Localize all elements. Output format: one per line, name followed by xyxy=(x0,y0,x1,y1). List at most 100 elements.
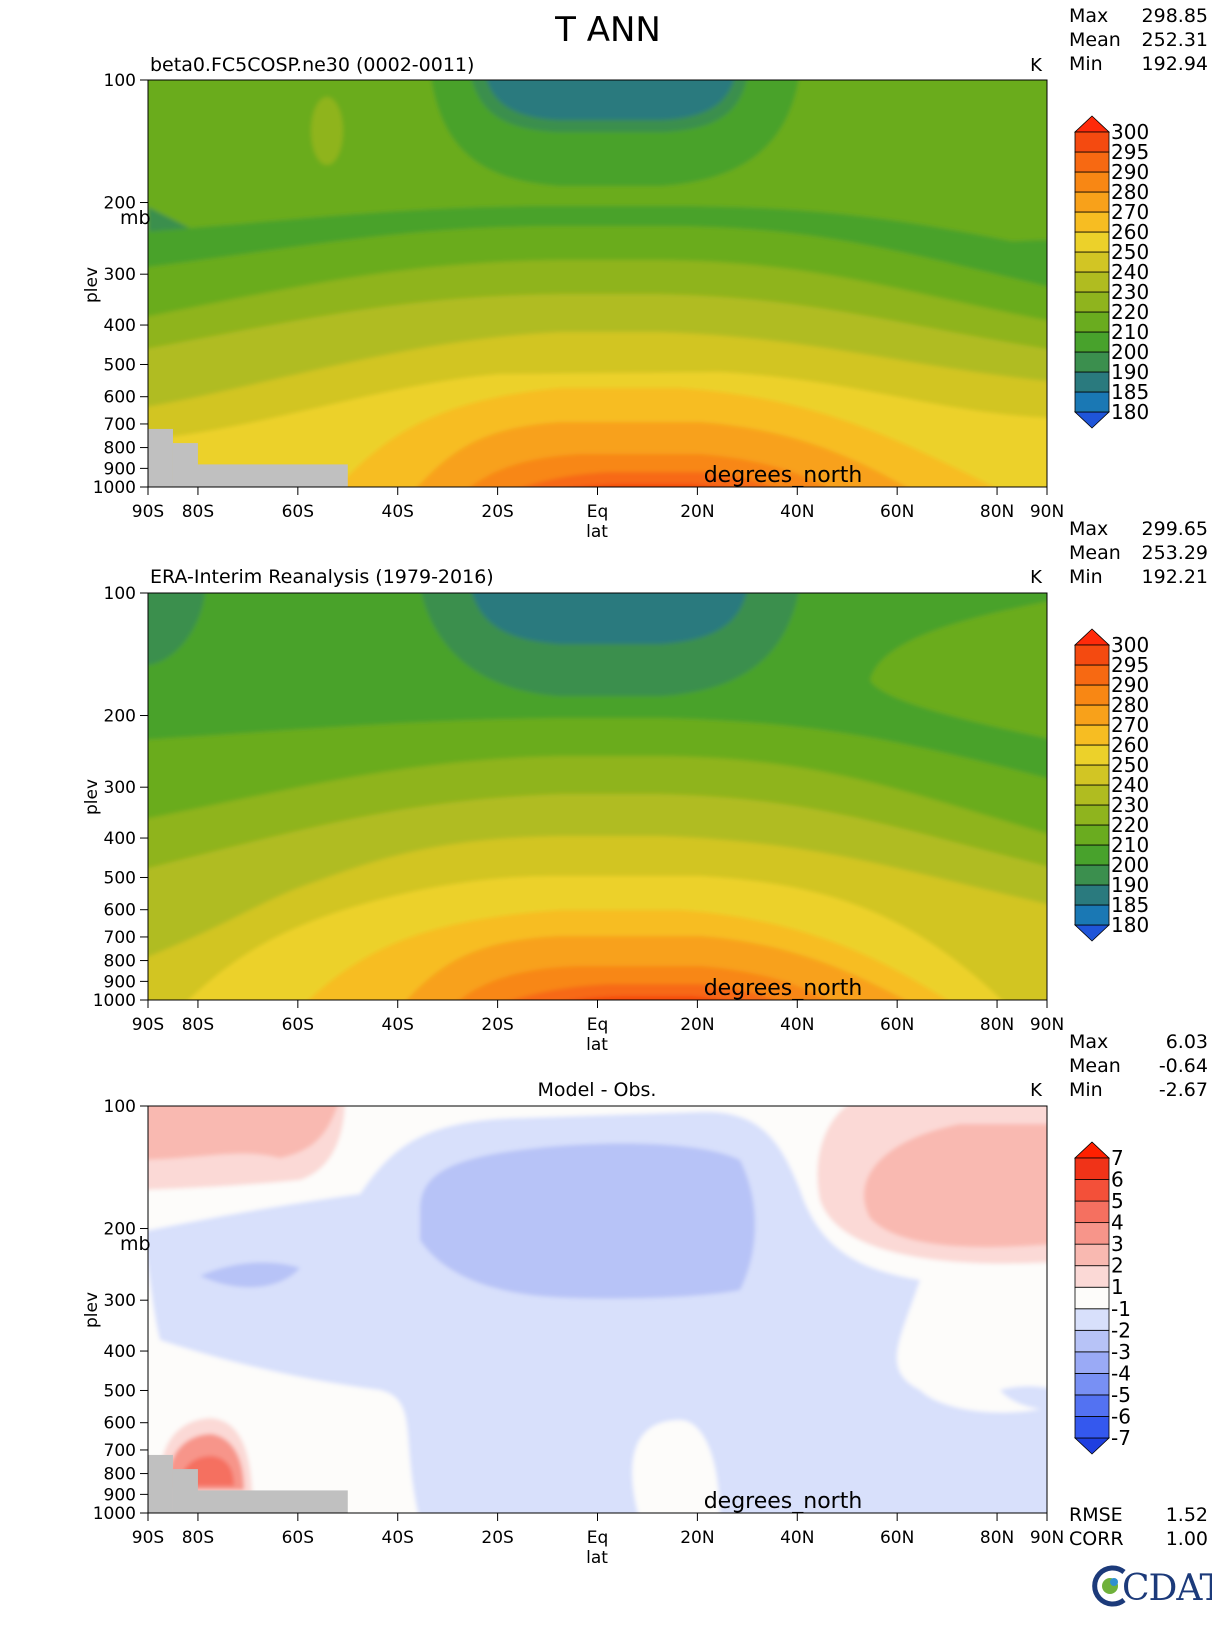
x-tick-label: Eq xyxy=(587,1528,609,1548)
model-contour-field xyxy=(148,80,1047,487)
y-tick-label: 800 xyxy=(104,952,136,972)
obs-x-axis: 90S 80S 60S 40S 20S Eq 20N 40N 60N 80N 90N xyxy=(132,1000,1064,1035)
x-tick-label: 90N xyxy=(1030,502,1064,522)
colorbar-level-label: -4 xyxy=(1111,1361,1131,1385)
x-tick-label: 40S xyxy=(382,1528,414,1548)
colorbar-swatch xyxy=(1074,1243,1110,1267)
colorbar-swatch xyxy=(1074,824,1110,846)
missing-data-region xyxy=(172,464,348,487)
rmse-value: 1.52 xyxy=(1166,1504,1208,1526)
model-band-300 xyxy=(578,484,720,487)
x-tick-label: 20S xyxy=(481,1528,513,1548)
x-tick-label: 40S xyxy=(382,1015,414,1035)
colorbar-level-label: -3 xyxy=(1111,1340,1131,1364)
x-tick-label: 90S xyxy=(132,1015,164,1035)
x-tick-label: 60N xyxy=(880,502,914,522)
x-tick-label: 80N xyxy=(980,1015,1014,1035)
colorbar-swatch xyxy=(1074,271,1110,293)
colorbar-level-label: 1 xyxy=(1111,1275,1124,1299)
colorbar-swatch xyxy=(1074,351,1110,373)
colorbar-level-label: 295 xyxy=(1111,653,1149,677)
y-tick-label: 300 xyxy=(104,778,136,798)
y-tick-label: 400 xyxy=(104,1342,136,1362)
y-tick-label: 800 xyxy=(104,439,136,459)
y-tick-label: 600 xyxy=(104,1414,136,1434)
colorbar-level-label: 260 xyxy=(1111,733,1149,757)
x-tick-label: 60N xyxy=(880,1528,914,1548)
panel-model: Max 298.85 Mean 252.31 Min 192.94 beta0.… xyxy=(82,5,1208,542)
y-tick-label: 600 xyxy=(104,901,136,921)
obs-min-label: Min xyxy=(1069,566,1103,588)
y-tick-label: 700 xyxy=(104,928,136,948)
model-max-value: 298.85 xyxy=(1142,5,1208,27)
colorbar-level-label: 7 xyxy=(1111,1146,1124,1170)
model-y-units: mb xyxy=(120,207,151,229)
colorbar-level-label: 190 xyxy=(1111,360,1149,384)
x-tick-label: 80S xyxy=(182,502,214,522)
diff-max-value: 6.03 xyxy=(1166,1031,1208,1053)
colorbar-level-label: 210 xyxy=(1111,833,1149,857)
colorbar-swatch xyxy=(1074,764,1110,786)
colorbar-level-label: 5 xyxy=(1111,1189,1124,1213)
colorbar-swatch xyxy=(1074,231,1110,253)
diff-x-label: lat xyxy=(586,1548,608,1568)
obs-band-190 xyxy=(472,593,747,644)
colorbar-swatch xyxy=(1074,1157,1110,1180)
x-tick-label: 80N xyxy=(980,1528,1014,1548)
panel-observations: Max 299.65 Mean 253.29 Min 192.21 ERA-In… xyxy=(82,518,1208,1055)
x-tick-label: 60N xyxy=(880,1015,914,1035)
x-tick-label: 20S xyxy=(481,502,513,522)
diff-x-axis-name: degrees_north xyxy=(704,1489,863,1514)
x-tick-label: 80S xyxy=(182,1015,214,1035)
colorbar-level-label: -2 xyxy=(1111,1318,1131,1342)
diff-min-label: Min xyxy=(1069,1079,1103,1101)
y-tick-label: 500 xyxy=(104,1381,136,1401)
y-tick-label: 900 xyxy=(104,1485,136,1505)
model-max-label: Max xyxy=(1069,5,1108,27)
diff-max-label: Max xyxy=(1069,1031,1108,1053)
y-tick-label: 500 xyxy=(104,868,136,888)
colorbar-extend-low xyxy=(1073,411,1111,429)
colorbar-level-label: 300 xyxy=(1111,120,1149,144)
x-tick-label: 20N xyxy=(680,1528,714,1548)
y-tick-label: 900 xyxy=(104,972,136,992)
colorbar-swatch xyxy=(1074,864,1110,886)
obs-max-label: Max xyxy=(1069,518,1108,540)
diff-y-label: plev xyxy=(82,1292,102,1328)
colorbar-swatch xyxy=(1074,1265,1110,1288)
colorbar-level-label: 290 xyxy=(1111,673,1149,697)
y-tick-label: 200 xyxy=(104,707,136,727)
y-tick-label: 700 xyxy=(104,1441,136,1461)
colorbar-level-label: 230 xyxy=(1111,793,1149,817)
colorbar-extend-high xyxy=(1073,115,1111,133)
colorbar-swatch xyxy=(1074,191,1110,213)
x-tick-label: 60S xyxy=(282,1015,314,1035)
colorbar-swatch xyxy=(1074,311,1110,333)
model-band-295 xyxy=(523,472,773,487)
diff-units: K xyxy=(1030,1080,1043,1101)
obs-band-220-nh xyxy=(870,601,1047,739)
obs-subtitle: ERA-Interim Reanalysis (1979-2016) xyxy=(150,566,494,588)
missing-data-region xyxy=(172,1469,198,1513)
colorbar-swatch xyxy=(1074,704,1110,726)
model-band-190 xyxy=(486,80,734,120)
colorbar-swatch xyxy=(1074,371,1110,393)
corr-label: CORR xyxy=(1069,1528,1124,1550)
obs-mean-value: 253.29 xyxy=(1142,542,1208,564)
colorbar-level-label: 270 xyxy=(1111,713,1149,737)
colorbar-level-label: 2 xyxy=(1111,1254,1124,1278)
model-band-230-blob xyxy=(311,97,343,165)
obs-band-300 xyxy=(573,996,725,1000)
colorbar-swatch xyxy=(1074,1372,1110,1396)
model-x-label: lat xyxy=(586,522,608,542)
colorbar-swatch xyxy=(1074,151,1110,173)
colorbar-level-label: 180 xyxy=(1111,913,1149,937)
colorbar-swatch xyxy=(1074,644,1110,666)
colorbar-swatch xyxy=(1074,904,1110,926)
colorbar-level-label: 4 xyxy=(1111,1211,1124,1235)
diff-subtitle: Model - Obs. xyxy=(538,1079,657,1101)
obs-colorbar: 1801851902002102202302402502602702802902… xyxy=(1073,628,1149,942)
diff-min-value: -2.67 xyxy=(1159,1079,1208,1101)
y-tick-label: 400 xyxy=(104,316,136,336)
